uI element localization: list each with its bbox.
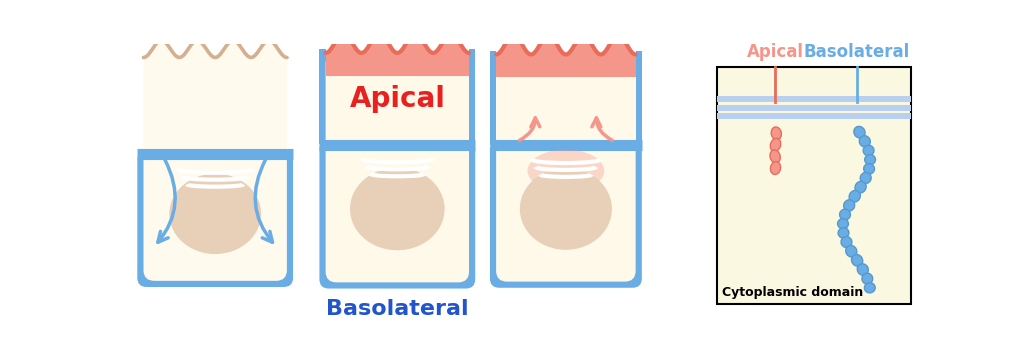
Ellipse shape bbox=[854, 126, 865, 138]
Ellipse shape bbox=[840, 209, 851, 220]
Ellipse shape bbox=[841, 237, 852, 248]
Ellipse shape bbox=[855, 181, 866, 193]
Ellipse shape bbox=[862, 273, 872, 284]
Bar bbox=[326, 53, 469, 76]
FancyBboxPatch shape bbox=[489, 141, 642, 288]
Ellipse shape bbox=[849, 190, 860, 202]
Bar bbox=[489, 51, 496, 145]
Ellipse shape bbox=[844, 200, 855, 211]
Bar bbox=[326, 76, 469, 145]
Bar bbox=[143, 58, 287, 154]
Polygon shape bbox=[326, 34, 469, 53]
Ellipse shape bbox=[863, 145, 874, 156]
Bar bbox=[717, 67, 910, 304]
Ellipse shape bbox=[527, 150, 604, 192]
Bar bbox=[496, 77, 636, 145]
Text: Basolateral: Basolateral bbox=[804, 43, 909, 61]
Bar bbox=[717, 104, 910, 111]
Polygon shape bbox=[143, 41, 287, 58]
FancyBboxPatch shape bbox=[319, 140, 475, 289]
Text: Apical: Apical bbox=[349, 85, 445, 113]
Ellipse shape bbox=[771, 127, 781, 140]
FancyBboxPatch shape bbox=[137, 151, 293, 287]
Bar bbox=[319, 49, 326, 144]
FancyBboxPatch shape bbox=[143, 58, 287, 281]
Bar bbox=[469, 49, 475, 144]
FancyBboxPatch shape bbox=[326, 53, 469, 282]
Bar bbox=[496, 55, 636, 77]
Bar bbox=[636, 51, 642, 145]
Ellipse shape bbox=[863, 163, 874, 174]
Ellipse shape bbox=[864, 283, 876, 293]
FancyBboxPatch shape bbox=[496, 55, 636, 282]
Text: Cytoplasmic domain: Cytoplasmic domain bbox=[722, 286, 863, 299]
Polygon shape bbox=[496, 35, 636, 55]
Ellipse shape bbox=[520, 168, 612, 250]
Ellipse shape bbox=[770, 150, 780, 163]
Ellipse shape bbox=[838, 219, 849, 229]
Ellipse shape bbox=[846, 245, 857, 257]
Polygon shape bbox=[143, 41, 287, 58]
Ellipse shape bbox=[859, 136, 870, 147]
Ellipse shape bbox=[857, 264, 868, 275]
Bar bbox=[717, 96, 910, 102]
Ellipse shape bbox=[838, 228, 849, 238]
Ellipse shape bbox=[770, 138, 780, 151]
Text: Apical: Apical bbox=[746, 43, 804, 61]
Text: Basolateral: Basolateral bbox=[326, 299, 469, 319]
Bar bbox=[717, 113, 910, 119]
Ellipse shape bbox=[852, 254, 862, 266]
Ellipse shape bbox=[770, 162, 780, 174]
Ellipse shape bbox=[169, 174, 261, 254]
Ellipse shape bbox=[860, 173, 871, 183]
Ellipse shape bbox=[350, 168, 444, 250]
Ellipse shape bbox=[864, 155, 876, 165]
